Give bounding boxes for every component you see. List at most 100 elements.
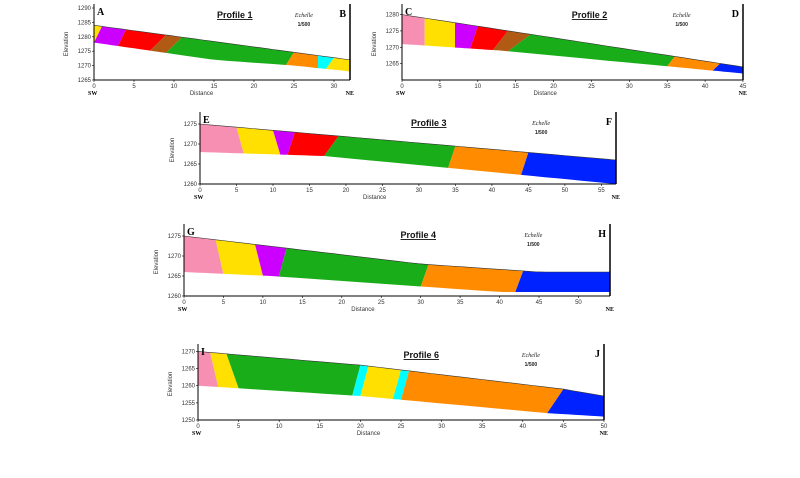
c1-xtick-label-6: 30 [626, 84, 633, 90]
c2-layer-1-yellow [236, 127, 281, 155]
c2-xtick-label-10: 50 [562, 188, 569, 194]
c2-ytick-label-0: 1260 [184, 182, 198, 188]
c2-layer-4-green [324, 136, 456, 168]
c1-ytick-label-0: 1265 [386, 62, 400, 68]
c3-xtick-label-0: 0 [182, 300, 186, 306]
c0-xtick-label-5: 25 [291, 84, 298, 90]
c2-xtick-label-0: 0 [198, 188, 202, 194]
c4-xtick-label-7: 35 [479, 424, 486, 430]
c1-xtick-label-8: 40 [702, 84, 709, 90]
c2-xtick-label-8: 40 [489, 188, 496, 194]
c0-direction-sw: SW [88, 91, 97, 97]
c4-xtick-label-8: 40 [519, 424, 526, 430]
c4-corner-left: I [201, 347, 205, 358]
c0-ytick-label-0: 1265 [78, 78, 92, 84]
c4-xtick-label-10: 50 [601, 424, 608, 430]
c1-y-axis-label: Elevation [372, 32, 378, 57]
c0-scale-value: 1/500 [298, 22, 311, 28]
c1-direction-sw: SW [396, 91, 405, 97]
c0-layer-5-orange [286, 52, 318, 69]
c0-layer-6-cyan [318, 55, 334, 69]
c2-layer-5-orange [448, 146, 529, 175]
c1-xtick-label-0: 0 [400, 84, 404, 90]
c3-scale-value: 1/500 [527, 242, 540, 248]
profile-3-chart: 0 5 10 15 20 25 30 35 40 45 50 55 1260 1265 1270 1275 Di… [170, 112, 620, 201]
c4-layer-4-yellow [360, 366, 401, 399]
c1-title: Profile 2 [572, 10, 608, 20]
c1-xtick-label-3: 15 [512, 84, 519, 90]
c3-title: Profile 4 [401, 230, 437, 240]
c0-layer-7-yellow [326, 57, 350, 72]
c2-xtick-label-11: 55 [598, 188, 605, 194]
c4-direction-sw: SW [192, 431, 201, 437]
c3-ytick-label-2: 1270 [168, 254, 182, 260]
c4-layer-5-cyan [392, 369, 410, 400]
c3-scale-label: Echelle [523, 233, 542, 239]
c2-ytick-label-2: 1270 [184, 142, 198, 148]
c1-ytick-label-1: 1270 [386, 45, 400, 51]
c4-ytick-label-0: 1250 [182, 418, 196, 424]
c0-topography-line [93, 25, 351, 61]
c3-xtick-label-3: 15 [299, 300, 306, 306]
c1-layer-3-red [470, 26, 509, 50]
c3-topography-line [183, 235, 610, 273]
c2-layer-2-purple [273, 130, 295, 155]
c3-direction-sw: SW [178, 307, 187, 313]
c4-ytick-label-3: 1265 [182, 367, 196, 373]
c3-xtick-label-1: 5 [222, 300, 226, 306]
profile-4-chart: 0 5 10 15 20 25 30 35 40 45 50 1260 1265 1270 1275 Dist… [154, 224, 614, 313]
c0-x-axis-label: Distance [190, 91, 214, 97]
c3-direction-ne: NE [606, 307, 614, 313]
c1-ytick-label-2: 1275 [386, 29, 400, 35]
c0-layer-2-red [118, 29, 166, 51]
c2-xtick-label-3: 15 [306, 188, 313, 194]
c0-layer-1-purple [94, 26, 126, 46]
c1-corner-right: D [732, 9, 739, 20]
c1-layer-0-pink [402, 14, 425, 46]
c0-corner-right: B [339, 9, 346, 20]
c0-corner-left: A [97, 7, 105, 18]
c0-layer-0-yellow [94, 25, 102, 43]
c2-layer-6-blue [521, 152, 616, 184]
c0-xtick-label-6: 30 [331, 84, 338, 90]
c3-xtick-label-2: 10 [260, 300, 267, 306]
c2-corner-right: F [606, 117, 612, 128]
c0-xtick-label-3: 15 [211, 84, 218, 90]
c3-layer-5-blue [515, 270, 610, 292]
c0-xtick-label-4: 20 [251, 84, 258, 90]
c1-xtick-label-7: 35 [664, 84, 671, 90]
c3-layer-4-orange [420, 264, 524, 292]
c4-layer-3-cyan [352, 365, 369, 396]
c0-ytick-label-2: 1275 [78, 49, 92, 55]
c2-layer-0-pink [200, 124, 244, 154]
c4-ytick-label-4: 1270 [182, 349, 196, 355]
c2-direction-ne: NE [612, 195, 620, 201]
c2-xtick-label-9: 45 [525, 188, 532, 194]
c4-title: Profile 6 [404, 350, 440, 360]
c1-xtick-label-9: 45 [740, 84, 747, 90]
c2-scale-label: Echelle [531, 121, 550, 127]
c2-title: Profile 3 [411, 118, 447, 128]
c4-layer-6-orange [401, 370, 564, 414]
c4-corner-right: J [595, 349, 600, 360]
c4-ytick-label-2: 1260 [182, 384, 196, 390]
c4-x-axis-label: Distance [357, 431, 381, 437]
c4-ytick-label-1: 1255 [182, 401, 196, 407]
c3-y-axis-label: Elevation [154, 250, 160, 275]
c2-corner-left: E [203, 115, 210, 126]
c0-layer-4-green [166, 37, 294, 65]
c3-layer-0-pink [184, 236, 224, 274]
c2-xtick-label-6: 30 [416, 188, 423, 194]
c4-xtick-label-5: 25 [398, 424, 405, 430]
c2-layer-3-red [287, 132, 339, 156]
c4-xtick-label-4: 20 [357, 424, 364, 430]
c1-layer-2-purple [455, 22, 478, 49]
c1-layer-5-green [508, 34, 675, 67]
c1-layer-6-orange [667, 56, 721, 71]
c3-layer-1-yellow [215, 239, 263, 276]
c3-ytick-label-3: 1275 [168, 234, 182, 240]
c0-direction-ne: NE [346, 91, 354, 97]
c3-layer-2-purple [255, 244, 287, 277]
c0-xtick-label-0: 0 [92, 84, 96, 90]
c2-direction-sw: SW [194, 195, 203, 201]
